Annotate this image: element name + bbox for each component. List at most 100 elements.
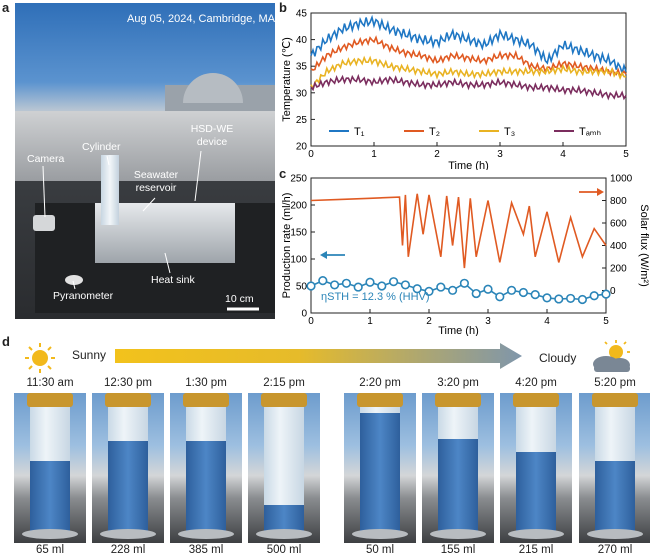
cloud-sun-icon [593,340,630,372]
cylinder-photo [500,393,572,543]
production-point [483,284,493,294]
production-point [353,282,363,292]
callout-hsd-we-device: HSD-WE device [177,123,247,149]
sunny-to-cloudy-arrow [115,343,522,369]
callout-camera: Camera [27,153,65,165]
time-label: 4:20 pm [515,377,557,389]
graduated-cylinder [183,393,229,531]
cylinder-photo [344,393,416,543]
cylinder-cap [27,393,73,407]
production-point [341,278,352,288]
y-right-tick-label: 600 [610,219,627,230]
cylinder-photo [422,393,494,543]
volume-label: 228 ml [110,544,146,556]
cylinder-photo [101,155,119,225]
cylinder-cap [105,393,151,407]
panel-d-label: d [2,334,10,349]
production-point [306,281,316,291]
cylinder-photo [92,393,164,543]
production-point [554,294,564,304]
roof-wall [15,111,275,181]
production-point [448,285,458,295]
y-right-tick-label: 200 [610,264,627,275]
callout-lines [42,150,259,311]
seawater-level [108,441,148,531]
production-point [495,292,505,302]
graduated-cylinder [261,393,307,531]
production-point [377,281,387,291]
panel-b-label: b [279,0,287,15]
callout-cylinder: Cylinder [82,141,121,153]
pyranometer-body [65,275,83,285]
production-point [436,282,446,292]
cylinder-base [256,529,312,539]
seawater-level [516,451,556,531]
volume-label: 155 ml [440,544,476,556]
callout-seawater-reservoir: Seawater reservoir [123,169,189,195]
time-label: 2:20 pm [359,377,401,389]
y-tick-label: 25 [296,115,308,126]
cylinder-base [430,529,486,539]
y-left-tick-label: 250 [290,174,307,185]
graduated-cylinder [513,393,559,531]
time-label: 12:30 pm [104,377,152,389]
x-tick-label: 3 [497,149,503,160]
legend-label: T₃ [504,126,515,138]
x-tick-label: 2 [426,316,432,327]
production-chart: 0 1 2 3 4 505010015020025002004006008001000Ti… [281,174,649,337]
cylinder-photo [14,393,86,543]
panel-c-label: c [279,166,287,181]
cloudy-label: Cloudy [539,351,577,365]
callout-pyranometer: Pyranometer [53,290,114,302]
camera-body [33,215,55,231]
production-axis-arrowhead [320,251,327,259]
volume-label: 65 ml [35,544,65,556]
production-point [318,275,328,286]
production-point [518,287,528,298]
cylinder-photo [248,393,320,543]
production-point [601,289,611,299]
y-right-tick-label: 800 [610,196,627,207]
production-point [530,290,540,300]
production-point [471,288,481,299]
sun-icon [25,343,55,373]
weather-row [25,340,630,373]
y-left-tick-label: 200 [290,201,307,212]
x-tick-label: 2 [434,149,440,160]
legend-label: Tₐₘₕ [579,126,601,138]
time-label: 11:30 am [26,377,74,389]
cylinder-base [508,529,564,539]
production-point [459,278,469,288]
seawater-level [186,441,226,531]
cylinder-base [100,529,156,539]
graduated-cylinder [105,393,151,531]
cylinder-cap [435,393,481,407]
cylinder-base [352,529,408,539]
y-tick-label: 40 [296,35,308,46]
flux-axis-arrowhead [597,188,604,196]
x-tick-label: 5 [623,149,629,160]
x-tick-label: 4 [560,149,566,160]
legend-label: T₂ [429,126,440,138]
volume-label: 385 ml [188,544,224,556]
y-tick-label: 30 [296,88,308,99]
production-point [412,284,422,294]
cylinder-photo [170,393,242,543]
scale-bar-label: 10 cm [225,293,254,305]
time-label: 2:15 pm [263,377,305,389]
seawater-level [30,460,70,531]
x-axis-label: Time (h) [438,325,479,336]
y-right-tick-label: 1000 [610,174,633,185]
production-point [400,280,410,290]
sunny-label: Sunny [72,348,107,362]
seawater-level [360,413,400,531]
y-left-tick-label: 150 [290,228,307,239]
time-label: 5:20 pm [594,377,636,389]
volume-label: 215 ml [518,544,554,556]
efficiency-annotation: ηSTH = 12.3 % (HHV) [321,291,430,303]
volume-label: 50 ml [365,544,395,556]
production-point [329,280,340,290]
cylinder-cap [592,393,638,407]
production-point [589,291,599,301]
